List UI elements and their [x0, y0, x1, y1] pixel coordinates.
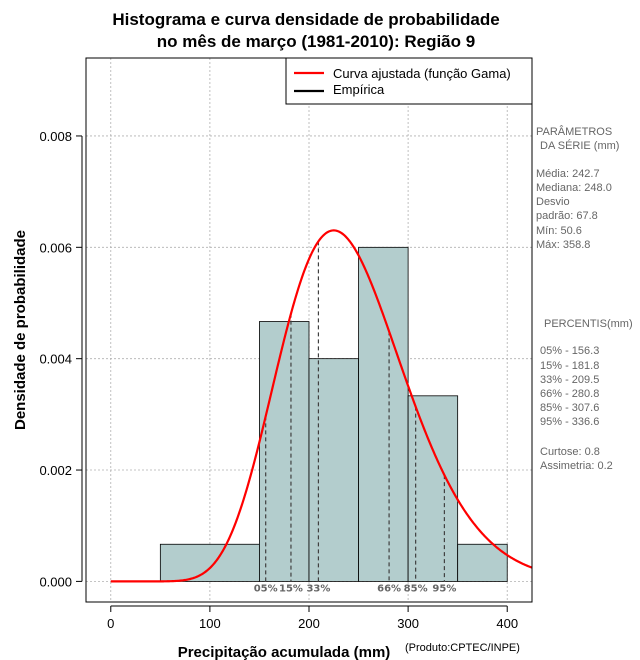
y-tick-label-2: 0.004	[39, 352, 72, 367]
y-axis-title: Densidade de probabilidade	[12, 230, 29, 430]
legend-box	[285, 57, 533, 105]
x-tick-label-4: 400	[496, 616, 518, 631]
params-mediana: Mediana: 248.0	[536, 182, 612, 194]
params-min: Mín: 50.6	[536, 225, 582, 237]
legend-curve-label: Curva ajustada (função Gama)	[333, 66, 511, 81]
percentis-p85: 85% - 307.6	[540, 402, 599, 414]
percentile-label-85: 85%	[404, 583, 428, 594]
x-tick-label-0: 0	[107, 616, 114, 631]
assimetria-value: Assimetria: 0.2	[540, 460, 613, 472]
y-tick-label-1: 0.002	[39, 463, 72, 478]
histogram-bar-4	[407, 395, 459, 582]
percentile-label-95: 95%	[432, 583, 456, 594]
percentis-p66: 66% - 280.8	[540, 388, 599, 400]
x-axis: 0 100 200 300 400	[107, 605, 518, 631]
y-tick-label-4: 0.008	[39, 129, 72, 144]
chart-title-line2: no mês de março (1981-2010): Região 9	[157, 32, 475, 51]
params-header-1: PARÂMETROS	[536, 125, 612, 138]
histogram-bar-3	[358, 246, 409, 582]
params-media: Média: 242.7	[536, 168, 600, 180]
histogram-bars	[159, 246, 508, 582]
gamma-fit-curve	[110, 229, 533, 583]
percentile-label-33: 33%	[306, 583, 330, 594]
percentile-label-66: 66%	[377, 583, 401, 594]
legend: Curva ajustada (função Gama) Empírica	[285, 57, 533, 105]
y-tick-label-0: 0.000	[39, 574, 72, 589]
percentis-p05: 05% - 156.3	[540, 345, 599, 357]
legend-empirical-label: Empírica	[333, 82, 385, 97]
y-tick-label-3: 0.006	[39, 240, 72, 255]
percentile-lines	[265, 241, 445, 582]
percentile-labels: 05% 15% 33% 66% 85% 95%	[254, 583, 457, 594]
series-parameters: PARÂMETROS DA SÉRIE (mm) Média: 242.7 Me…	[536, 125, 619, 251]
y-axis: 0.000 0.002 0.004 0.006 0.008	[39, 129, 83, 589]
percentis-p15: 15% - 181.8	[540, 360, 599, 372]
curtose-value: Curtose: 0.8	[540, 446, 600, 458]
plot-area: 05% 15% 33% 66% 85% 95%	[85, 57, 533, 603]
params-max: Máx: 358.8	[536, 239, 590, 251]
credit-text: (Produto:CPTEC/INPE)	[405, 642, 520, 654]
x-tick-label-2: 200	[298, 616, 320, 631]
percentis-p33: 33% - 209.5	[540, 374, 599, 386]
percentiles-panel: PERCENTIS(mm) 05% - 156.3 15% - 181.8 33…	[540, 318, 633, 472]
chart-title-line1: Histograma e curva densidade de probabil…	[112, 10, 499, 29]
x-axis-title: Precipitação acumulada (mm)	[178, 644, 391, 660]
histogram-bar-1	[259, 321, 310, 582]
histogram-bar-2	[308, 358, 359, 582]
x-tick-label-3: 300	[397, 616, 419, 631]
params-header-2: DA SÉRIE (mm)	[540, 139, 619, 152]
percentis-p95: 95% - 336.6	[540, 416, 599, 428]
percentile-label-05: 05%	[254, 583, 278, 594]
params-desvio-1: Desvio	[536, 196, 570, 208]
x-tick-label-1: 100	[199, 616, 221, 631]
params-desvio-2: padrão: 67.8	[536, 210, 598, 222]
percentis-header: PERCENTIS(mm)	[544, 318, 633, 330]
histogram-bar-0	[159, 543, 260, 582]
percentile-label-15: 15%	[279, 583, 303, 594]
